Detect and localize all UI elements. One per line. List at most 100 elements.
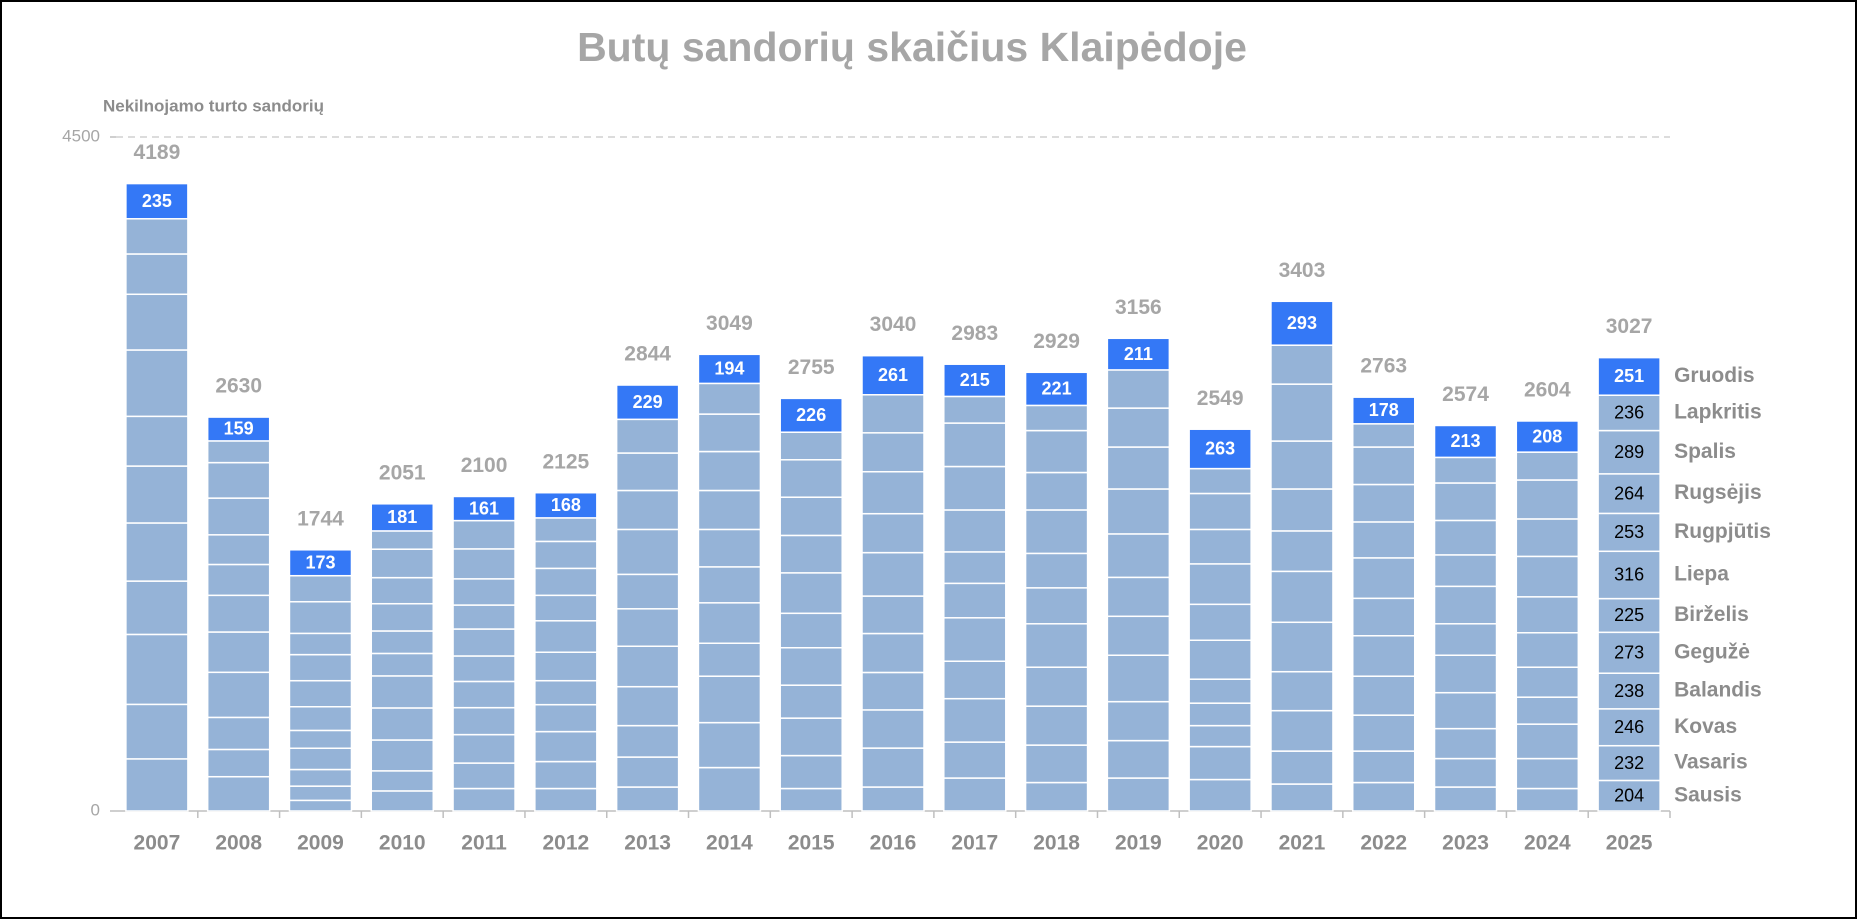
bar-segment [370, 675, 435, 709]
bar-segment [861, 632, 925, 674]
bar-segment [861, 354, 925, 396]
legend-label: Lapkritis [1674, 400, 1762, 423]
legend-label: Liepa [1674, 562, 1729, 585]
bar-segment [1188, 467, 1252, 495]
bar-segment [288, 653, 353, 682]
data-label: 264 [1614, 483, 1644, 503]
total-label: 2983 [951, 322, 998, 345]
total-label: 2549 [1197, 387, 1244, 410]
bar-segment [370, 602, 435, 632]
bar-segment [288, 785, 353, 802]
data-label: 261 [878, 365, 908, 385]
bar-segment [288, 679, 353, 708]
data-label: 293 [1287, 313, 1317, 333]
bar-segment [697, 602, 762, 644]
bar-segment [1188, 702, 1252, 727]
bar-segment [943, 422, 1007, 468]
total-label: 2755 [788, 356, 835, 379]
total-label: 3049 [706, 312, 753, 335]
bar-segment [615, 724, 680, 758]
x-tick-label: 2014 [706, 832, 753, 855]
bar-segment [206, 775, 271, 812]
bar-segment [1515, 723, 1580, 760]
x-tick-label: 2024 [1524, 832, 1571, 855]
bar-segment [697, 642, 762, 677]
bar-segment [1515, 632, 1580, 668]
x-tick-label: 2016 [870, 832, 917, 855]
bar-segment [1515, 596, 1580, 634]
bar-segment [1024, 744, 1089, 784]
total-label: 2763 [1360, 355, 1407, 378]
bar-segment [1024, 509, 1089, 555]
bar-segment [1433, 727, 1498, 760]
bar-segment [1433, 456, 1498, 484]
data-label: 251 [1614, 366, 1644, 386]
bar-segment [125, 218, 189, 255]
data-label: 161 [469, 498, 499, 518]
bar-segment [615, 756, 680, 788]
bar-segment [1270, 300, 1334, 346]
bar-segment [615, 573, 680, 610]
bar-segment [1024, 552, 1089, 589]
bar-segment [1024, 429, 1089, 474]
x-tick-label: 2023 [1442, 832, 1489, 855]
bar-segment [125, 293, 189, 351]
bar-segment [697, 489, 762, 531]
bar-segment [779, 534, 843, 574]
bar-segment [1597, 356, 1661, 396]
bar-segment [288, 768, 353, 787]
bar-segment [697, 566, 762, 604]
bar-segment [1188, 745, 1252, 781]
bar-segment [1515, 696, 1580, 725]
bar-segment [206, 671, 271, 719]
x-tick-label: 2021 [1279, 832, 1326, 855]
bar-segment [1433, 654, 1498, 694]
x-tick-label: 2007 [134, 832, 181, 855]
bar-segment [615, 452, 680, 492]
data-label: 263 [1205, 439, 1235, 459]
total-label: 2051 [379, 461, 426, 484]
bar-segment [288, 747, 353, 771]
total-label: 3027 [1606, 315, 1653, 338]
bar-segment [1024, 623, 1089, 668]
data-label: 235 [142, 191, 172, 211]
bar-segment [1433, 424, 1498, 459]
bar-segment [861, 671, 925, 711]
bar-segment [1433, 691, 1498, 730]
bar-segment [452, 548, 516, 580]
bar-segment [943, 697, 1007, 743]
bar-segment [534, 679, 598, 706]
bar-segment [125, 349, 189, 418]
bar-segment [1351, 635, 1416, 677]
data-label: 246 [1614, 717, 1644, 737]
bar-segment [1106, 369, 1171, 409]
bar-segment [452, 655, 516, 683]
legend-label: Birželis [1674, 603, 1749, 626]
legend-label: Gegužė [1674, 640, 1750, 663]
bar-segment [125, 522, 189, 582]
bar-segment [1188, 724, 1252, 748]
bar-segment [1351, 597, 1416, 637]
y-tick-label: 0 [91, 800, 100, 819]
bar-segment [1106, 700, 1171, 742]
bar-segment [779, 612, 843, 649]
data-label: 181 [387, 507, 417, 527]
bar-segment [452, 706, 516, 736]
bar-segment [534, 651, 598, 682]
bar-segment [534, 730, 598, 763]
bar-segment [1106, 407, 1171, 448]
data-label: 236 [1614, 403, 1644, 423]
total-label: 3040 [870, 313, 917, 336]
bar-segment [1106, 488, 1171, 535]
bar-segment [779, 787, 843, 812]
bar-segment [1024, 371, 1089, 407]
bar-segment [1188, 603, 1252, 642]
bar-segment [206, 497, 271, 536]
bar-segment [370, 530, 435, 550]
bar-segment [206, 716, 271, 751]
bar-segment [861, 394, 925, 434]
bar-segment [943, 465, 1007, 511]
x-tick-label: 2020 [1197, 832, 1244, 855]
bar-segment [452, 519, 516, 550]
